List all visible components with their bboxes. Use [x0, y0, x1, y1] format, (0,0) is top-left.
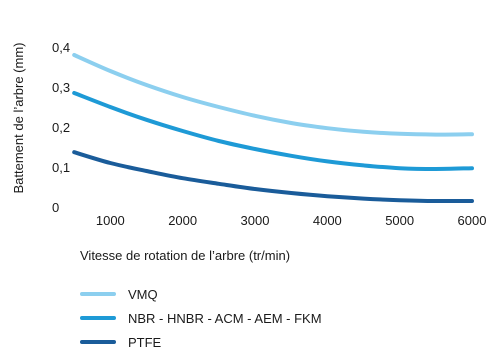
- legend-swatch-nbr: [80, 316, 116, 320]
- series-line-vmq: [72, 53, 474, 137]
- legend-label-ptfe: PTFE: [128, 334, 162, 350]
- legend-label-vmq: VMQ: [128, 286, 158, 302]
- legend-swatch-vmq: [80, 292, 116, 296]
- x-tick-label: 6000: [458, 213, 487, 228]
- x-tick-label: 3000: [241, 213, 270, 228]
- x-axis-ticks: 1000 2000 3000 4000 5000 6000: [96, 213, 487, 228]
- legend-item-ptfe: PTFE: [80, 330, 322, 354]
- legend-item-nbr: NBR - HNBR - ACM - AEM - FKM: [80, 306, 322, 330]
- legend-label-nbr: NBR - HNBR - ACM - AEM - FKM: [128, 310, 322, 326]
- x-tick-label: 4000: [313, 213, 342, 228]
- x-axis-title: Vitesse de rotation de l’arbre (tr/min): [80, 248, 290, 263]
- y-axis-ticks: 0 0,1 0,2 0,3 0,4: [52, 40, 70, 215]
- legend-swatch-ptfe: [80, 340, 116, 344]
- x-tick-label: 5000: [385, 213, 414, 228]
- x-tick-label: 1000: [96, 213, 125, 228]
- series-lines: [72, 53, 474, 204]
- series-line-ptfe: [72, 150, 474, 204]
- legend: VMQ NBR - HNBR - ACM - AEM - FKM PTFE: [80, 282, 322, 354]
- y-tick-label: 0,1: [52, 160, 70, 175]
- series-line-nbr: [72, 91, 474, 172]
- y-tick-label: 0,4: [52, 40, 70, 55]
- y-tick-label: 0,3: [52, 80, 70, 95]
- legend-item-vmq: VMQ: [80, 282, 322, 306]
- y-tick-label: 0,2: [52, 120, 70, 135]
- x-tick-label: 2000: [168, 213, 197, 228]
- y-tick-label: 0: [52, 200, 59, 215]
- y-axis-title: Battement de l’arbre (mm): [11, 43, 26, 194]
